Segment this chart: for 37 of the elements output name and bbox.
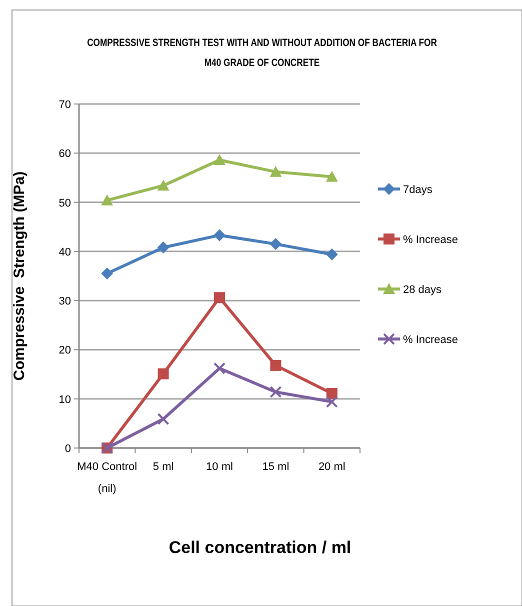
legend-label: % Increase — [403, 334, 458, 346]
y-tick-label: 30 — [58, 296, 71, 308]
point — [214, 292, 225, 304]
chart-title: COMPRESSIVE STRENGTH TEST WITH AND WITHOUT ADDITION OF BACTERIA FOR M40 GRADE OF CONCRETE — [87, 37, 437, 70]
point — [214, 154, 226, 166]
point — [157, 413, 170, 426]
point — [157, 241, 170, 254]
point — [101, 194, 114, 206]
x-tick-label: 15 ml — [262, 461, 290, 473]
x-tick-label: 5 ml — [152, 461, 174, 473]
x-axis-title: Cell concentration / ml — [168, 538, 352, 557]
y-tick-label: 0 — [64, 443, 71, 455]
y-tick-label: 50 — [58, 197, 71, 210]
y-tick-label: 10 — [58, 394, 71, 406]
x-tick-label: M40 Control (nil) — [77, 461, 138, 495]
y-tick-label: 40 — [58, 246, 71, 258]
y-tick-label: 70 — [58, 99, 71, 111]
point — [326, 170, 338, 182]
point — [101, 268, 114, 280]
y-axis-title: Compressive Strength (MPa) — [11, 171, 28, 381]
legend-label: % Increase — [403, 234, 458, 246]
x-tick-label: 20 ml — [318, 461, 346, 473]
point — [214, 362, 226, 374]
y-tick-label: 60 — [58, 148, 71, 160]
x-tick-label: 10 ml — [206, 461, 233, 473]
point — [326, 396, 338, 408]
legend-label: 7days — [403, 184, 433, 196]
point — [270, 360, 282, 371]
point — [157, 180, 170, 191]
point — [270, 166, 282, 177]
point — [214, 229, 226, 242]
point — [326, 248, 338, 260]
point — [270, 386, 282, 398]
legend-label: 28 days — [403, 284, 442, 296]
y-tick-label: 20 — [58, 344, 71, 357]
point — [270, 238, 282, 250]
point — [158, 368, 169, 380]
